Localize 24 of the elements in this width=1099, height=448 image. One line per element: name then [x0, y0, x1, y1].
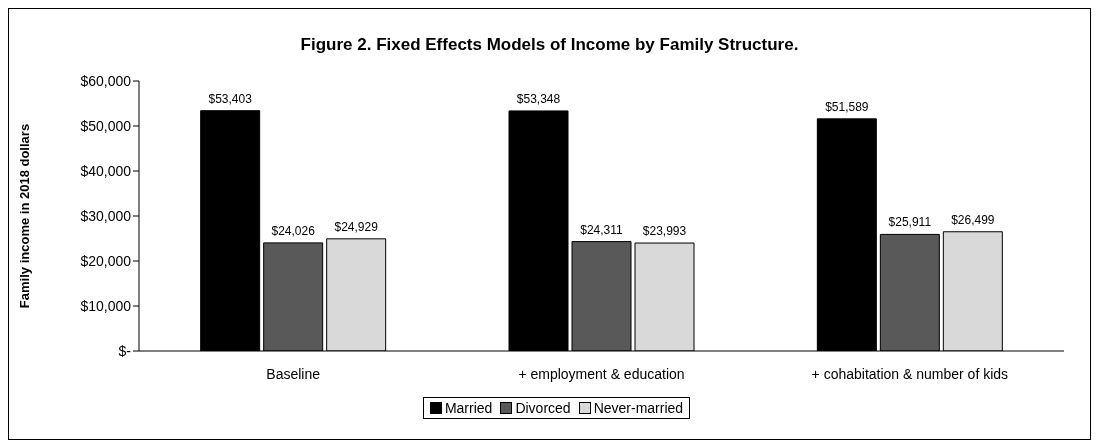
y-tick-label: $20,000	[80, 252, 132, 269]
data-label: $25,911	[888, 215, 932, 230]
data-label: $24,311	[580, 222, 624, 237]
data-label: $51,589	[825, 99, 869, 114]
x-tick-label: + employment & education	[518, 365, 685, 382]
y-tick-label: $60,000	[80, 72, 132, 89]
data-label: $26,499	[951, 212, 995, 227]
y-tick-label: $50,000	[80, 117, 132, 134]
y-tick-label: $-	[118, 342, 132, 359]
legend-label: Married	[444, 400, 493, 416]
x-tick-label: + cohabitation & number of kids	[811, 365, 1009, 382]
data-label: $24,026	[271, 223, 316, 238]
y-tick-label: $40,000	[80, 162, 132, 179]
chart-title: Figure 2. Fixed Effects Models of Income by Family Structure.	[299, 35, 800, 55]
data-label: $53,403	[208, 91, 253, 106]
legend-label: Never-married	[593, 400, 684, 416]
legend-label: Divorced	[515, 400, 571, 416]
y-tick-label: $10,000	[80, 297, 132, 314]
data-label: $24,929	[334, 219, 379, 234]
data-label: $53,348	[516, 91, 561, 106]
x-tick-label: Baseline	[266, 365, 321, 382]
data-label: $23,993	[642, 224, 687, 239]
y-tick-label: $30,000	[80, 207, 132, 224]
y-axis-title: Family income in 2018 dollars	[16, 123, 32, 309]
